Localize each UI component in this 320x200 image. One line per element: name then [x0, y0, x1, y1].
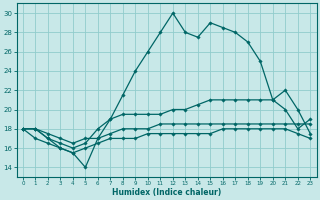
X-axis label: Humidex (Indice chaleur): Humidex (Indice chaleur)	[112, 188, 221, 197]
